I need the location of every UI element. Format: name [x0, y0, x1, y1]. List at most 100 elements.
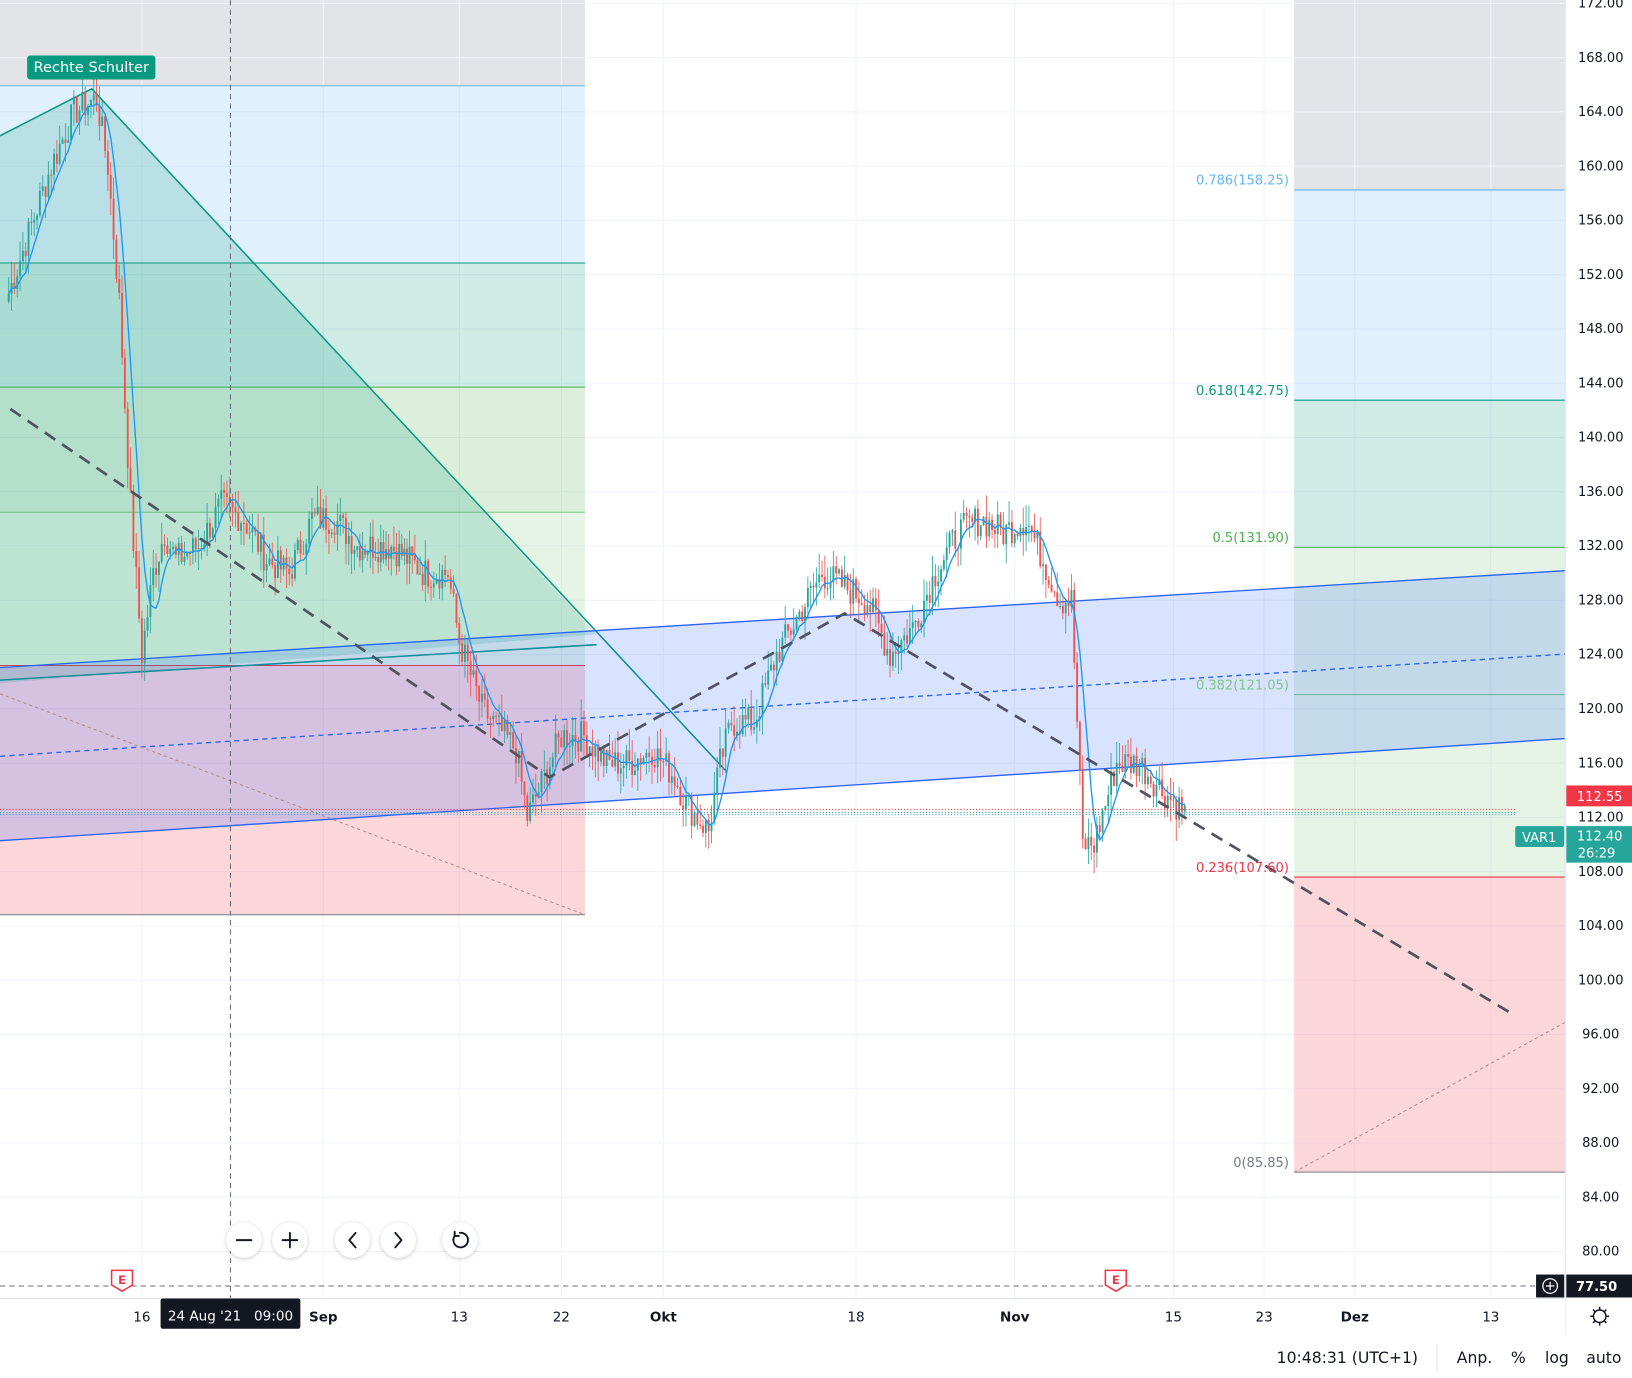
candle-body	[1067, 603, 1070, 607]
candle-body	[1039, 531, 1042, 567]
candle-body	[489, 718, 492, 720]
candle-body	[1078, 721, 1081, 771]
candle-body	[503, 720, 506, 732]
candle-body	[435, 579, 438, 584]
fib-band-right	[1294, 400, 1566, 548]
candle-body	[585, 735, 588, 755]
candle-body	[478, 686, 481, 702]
log-toggle[interactable]: log	[1545, 1348, 1569, 1367]
candle-body	[801, 611, 804, 622]
candle-body	[702, 825, 704, 833]
candle-body	[543, 769, 546, 772]
chevron-right-icon	[394, 1231, 403, 1249]
earnings-marker[interactable]: E	[110, 1269, 134, 1293]
candle-body	[458, 623, 461, 644]
price-tick: 160.00	[1578, 159, 1624, 174]
candle-body	[135, 551, 138, 568]
candle-body	[600, 748, 602, 762]
candle-body	[427, 560, 430, 587]
candle-body	[438, 579, 441, 589]
candle-body	[220, 490, 223, 499]
fib-label: 0.786(158.25)	[1196, 174, 1289, 189]
candle-body	[1169, 795, 1172, 801]
candle-body	[406, 548, 408, 564]
candle-body	[693, 812, 696, 826]
add-alert-icon[interactable]	[1542, 1278, 1559, 1294]
candle-body	[900, 640, 903, 653]
candle-body	[1070, 589, 1073, 607]
zoom-out-button[interactable]	[226, 1222, 262, 1258]
candle-body	[481, 693, 483, 702]
time-tick: 13	[1482, 1309, 1499, 1325]
candle-body	[387, 549, 390, 559]
candle-body	[1152, 783, 1155, 797]
candle-body	[492, 715, 495, 720]
zigzag-projection	[9, 407, 1513, 1015]
auto-toggle[interactable]: auto	[1586, 1348, 1621, 1367]
scroll-left-button[interactable]	[334, 1222, 371, 1258]
candle-body	[78, 110, 81, 123]
candle-body	[330, 532, 333, 534]
candle-body	[361, 550, 364, 561]
price-axis[interactable]: 172.00 168.00 164.00 160.00 156.00 152.00 148.…	[1515, 0, 1632, 1336]
reset-button[interactable]	[442, 1222, 478, 1258]
zoom-in-button[interactable]	[272, 1222, 308, 1258]
candle-body	[500, 715, 503, 732]
candle-body	[942, 560, 945, 570]
candle-body	[345, 517, 347, 545]
candle-body	[121, 292, 124, 358]
candle-body	[951, 530, 954, 533]
candle-body	[172, 546, 175, 549]
percent-toggle[interactable]: %	[1511, 1348, 1526, 1367]
candle-body	[855, 579, 857, 599]
earnings-marker[interactable]: E	[1104, 1269, 1128, 1293]
candle-body	[231, 502, 234, 508]
candle-body	[894, 651, 897, 655]
candle-body	[372, 536, 374, 558]
scroll-right-button[interactable]	[380, 1222, 417, 1258]
candle-body	[163, 544, 166, 546]
candle-body	[257, 531, 260, 552]
candle-body	[979, 525, 982, 537]
candle-body	[19, 261, 21, 277]
button-bg	[380, 1222, 417, 1258]
time-tick: Sep	[309, 1309, 338, 1325]
candle-body	[1013, 533, 1016, 544]
time-axis[interactable]: 16 Sep 13 22 Okt 18 Nov 15 23 Dez 13 24 Aug '21 09…	[0, 1298, 1610, 1337]
candle-body	[568, 745, 571, 747]
candle-body	[385, 549, 387, 560]
candle-body	[903, 635, 906, 641]
candle-body	[206, 522, 209, 545]
candle-body	[30, 221, 33, 223]
price-tick: 116.00	[1578, 756, 1624, 771]
candle-body	[95, 94, 98, 106]
trend-line-dotted	[0, 693, 586, 916]
pattern-label[interactable]: Rechte Schulter	[27, 55, 156, 80]
candle-body	[993, 529, 996, 534]
candle-body	[53, 153, 55, 175]
candle-body	[665, 753, 668, 762]
earnings-icon	[110, 1269, 134, 1293]
candle-body	[812, 585, 815, 588]
grid-lines	[0, 0, 1566, 1299]
candle-body	[676, 785, 679, 788]
candle-body	[1030, 525, 1033, 532]
drawings-layer[interactable]	[0, 85, 1566, 1173]
candle-body	[809, 585, 812, 588]
clock: 10:48:31 (UTC+1)	[1277, 1348, 1418, 1367]
candle-body	[310, 512, 313, 519]
candle-body	[815, 582, 818, 588]
candle-body	[495, 715, 498, 717]
candle-body	[710, 822, 713, 832]
adjust-toggle[interactable]: Anp.	[1457, 1348, 1492, 1367]
candle-body	[1019, 527, 1022, 537]
chart-settings-icon[interactable]	[1590, 1306, 1610, 1326]
candle-body	[449, 577, 452, 589]
candle-body	[1118, 763, 1121, 766]
candle-body	[1141, 758, 1144, 765]
candle-body	[274, 564, 277, 579]
crosshair-price-badge: 77.50	[1536, 1274, 1632, 1298]
earnings-label: E	[118, 1273, 126, 1287]
